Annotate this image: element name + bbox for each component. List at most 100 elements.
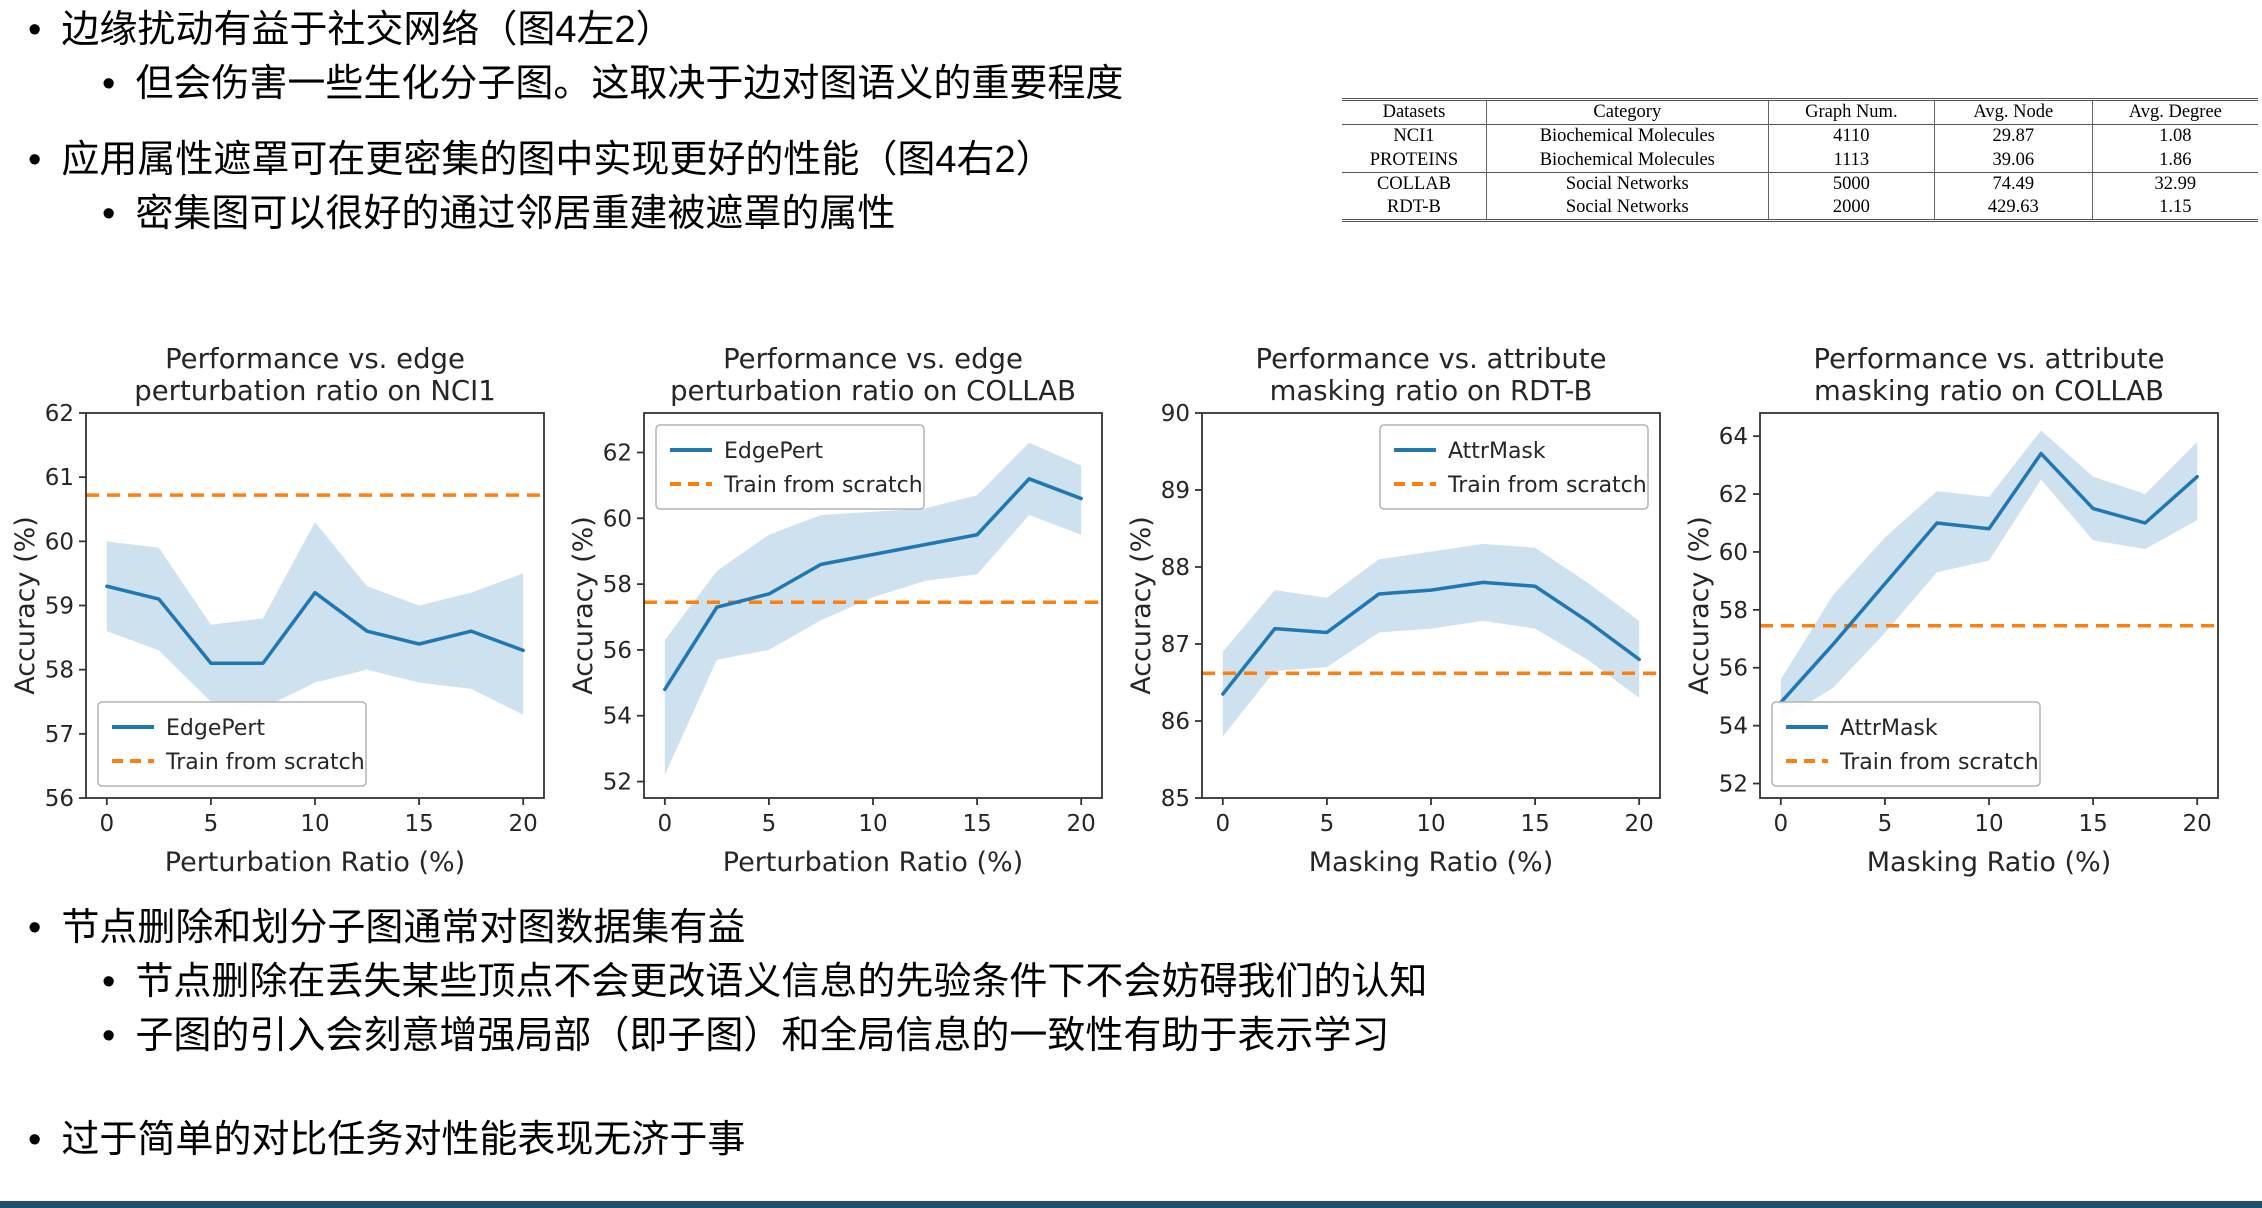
bullet-text: 过于简单的对比任务对性能表现无济于事 <box>61 1119 746 1161</box>
series-line <box>663 477 1083 692</box>
bullet-node-dropping-sub1: • 节点删除在丢失某些顶点不会更改语义信息的先验条件下不会妨碍我们的认知 <box>102 960 1427 1005</box>
svg-text:Masking Ratio (%): Masking Ratio (%) <box>1867 847 2112 878</box>
svg-text:62: 62 <box>45 401 74 427</box>
bullet-text: 应用属性遮罩可在更密集的图中实现更好的性能（图4右2） <box>61 139 1054 181</box>
svg-text:EdgePert: EdgePert <box>166 716 265 741</box>
series-line <box>105 584 525 665</box>
svg-text:Train from scratch: Train from scratch <box>165 750 365 775</box>
bullet-attr-masking-sub: • 密集图可以很好的通过邻居重建被遮罩的属性 <box>102 192 895 237</box>
svg-text:perturbation ratio on COLLAB: perturbation ratio on COLLAB <box>670 375 1076 407</box>
table-cell: 4110 <box>1767 124 1935 149</box>
svg-text:56: 56 <box>603 638 632 664</box>
footer-bar <box>0 1201 2262 1208</box>
table-header-cell: Graph Num. <box>1767 99 1935 125</box>
svg-text:masking ratio on COLLAB: masking ratio on COLLAB <box>1814 375 2164 407</box>
table-cell: NCI1 <box>1393 126 1435 147</box>
svg-text:Perturbation Ratio (%): Perturbation Ratio (%) <box>165 847 465 878</box>
bullet-trivial-contrast: • 过于简单的对比任务对性能表现无济于事 <box>28 1118 745 1163</box>
svg-text:87: 87 <box>1161 632 1190 658</box>
confidence-band <box>106 522 524 715</box>
bullet-text: 子图的引入会刻意增强局部（即子图）和全局信息的一致性有助于表示学习 <box>135 1015 1390 1057</box>
svg-text:Accuracy (%): Accuracy (%) <box>1126 516 1157 695</box>
bullet-marker: • <box>28 139 42 181</box>
svg-text:EdgePert: EdgePert <box>724 439 823 464</box>
svg-text:54: 54 <box>603 704 632 730</box>
svg-text:Accuracy (%): Accuracy (%) <box>10 516 41 695</box>
chart: 52 54 56 58 60 62 64 0 5 10 15 20 Masking Ratio (%) A… <box>1682 338 2232 893</box>
svg-text:0: 0 <box>1215 811 1230 837</box>
bullet-node-dropping: • 节点删除和划分子图通常对图数据集有益 <box>28 906 745 951</box>
svg-text:Performance vs. attribute: Performance vs. attribute <box>1813 343 2164 375</box>
table-cell: Social Networks <box>1485 172 1769 197</box>
svg-text:54: 54 <box>1719 714 1748 740</box>
bullet-text: 密集图可以很好的通过邻居重建被遮罩的属性 <box>135 193 896 235</box>
chart-svg: 52 54 56 58 60 62 0 5 10 15 20 Perturbation Ratio (… <box>568 343 1103 878</box>
table-cell: PROTEINS <box>1369 149 1459 170</box>
legend: AttrMask Train from scratch <box>1379 424 1649 510</box>
svg-text:15: 15 <box>2078 811 2107 837</box>
bullet-edge-perturbation-sub: • 但会伤害一些生化分子图。这取决于边对图语义的重要程度 <box>102 62 1123 107</box>
svg-text:61: 61 <box>45 465 74 491</box>
svg-text:85: 85 <box>1161 786 1190 812</box>
table-cell: 1.15 <box>2091 196 2258 221</box>
svg-text:15: 15 <box>1520 811 1549 837</box>
svg-text:0: 0 <box>99 811 114 837</box>
svg-text:0: 0 <box>1773 811 1788 837</box>
svg-text:62: 62 <box>603 440 632 466</box>
table-cell: Biochemical Molecules <box>1485 148 1769 173</box>
table-cell: 32.99 <box>2091 172 2258 197</box>
table-row: COLLAB Social Networks 5000 74.49 32.99 <box>1342 172 2258 197</box>
table-cell: 29.87 <box>1933 124 2093 149</box>
svg-text:Accuracy (%): Accuracy (%) <box>568 516 599 695</box>
svg-text:0: 0 <box>657 811 672 837</box>
svg-text:AttrMask: AttrMask <box>1448 439 1546 464</box>
bullet-marker: • <box>28 1119 42 1161</box>
svg-text:Performance vs. edge: Performance vs. edge <box>165 343 465 375</box>
bullet-marker: • <box>28 9 42 51</box>
chart: 56 57 58 59 60 61 62 0 5 10 15 20 Perturbation Ratio… <box>8 338 558 893</box>
table-cell: 1113 <box>1767 148 1935 173</box>
table-cell: 2000 <box>1767 196 1935 221</box>
svg-text:Train from scratch: Train from scratch <box>1447 473 1647 498</box>
legend: AttrMask Train from scratch <box>1771 701 2041 787</box>
svg-text:Performance vs. attribute: Performance vs. attribute <box>1255 343 1606 375</box>
svg-text:Train from scratch: Train from scratch <box>1839 750 2039 775</box>
svg-text:Perturbation Ratio (%): Perturbation Ratio (%) <box>723 847 1023 878</box>
table-cell: 1.08 <box>2091 124 2258 149</box>
svg-text:60: 60 <box>603 506 632 532</box>
bullet-attr-masking: • 应用属性遮罩可在更密集的图中实现更好的性能（图4右2） <box>28 138 1054 183</box>
svg-text:20: 20 <box>2183 811 2212 837</box>
svg-text:64: 64 <box>1719 424 1748 450</box>
svg-text:5: 5 <box>762 811 777 837</box>
datasets-table-wrap: Datasets Category Graph Num. Avg. Node Avg. … <box>1342 98 2258 223</box>
svg-text:5: 5 <box>1878 811 1893 837</box>
svg-text:10: 10 <box>1974 811 2003 837</box>
table-cell: 429.63 <box>1933 196 2093 221</box>
svg-text:Train from scratch: Train from scratch <box>723 473 923 498</box>
bullet-node-dropping-sub2: • 子图的引入会刻意增强局部（即子图）和全局信息的一致性有助于表示学习 <box>102 1014 1389 1059</box>
svg-text:20: 20 <box>1067 811 1096 837</box>
svg-text:60: 60 <box>1719 540 1748 566</box>
series-line <box>1779 451 2199 705</box>
svg-text:10: 10 <box>858 811 887 837</box>
svg-text:58: 58 <box>1719 598 1748 624</box>
svg-text:56: 56 <box>1719 656 1748 682</box>
table-cell: 1.86 <box>2091 148 2258 173</box>
svg-text:10: 10 <box>300 811 329 837</box>
bullet-text: 节点删除和划分子图通常对图数据集有益 <box>61 907 746 949</box>
svg-text:62: 62 <box>1719 482 1748 508</box>
confidence-band <box>664 442 1082 775</box>
svg-text:88: 88 <box>1161 555 1190 581</box>
bullet-marker: • <box>102 1015 116 1057</box>
table-cell: COLLAB <box>1376 173 1451 194</box>
svg-text:10: 10 <box>1416 811 1445 837</box>
table-cell: 39.06 <box>1933 148 2093 173</box>
legend: EdgePert Train from scratch <box>655 424 925 510</box>
table-header-cell: Category <box>1485 99 1769 125</box>
bullet-marker: • <box>102 961 116 1003</box>
svg-text:15: 15 <box>962 811 991 837</box>
table-row: RDT-B Social Networks 2000 429.63 1.15 <box>1342 196 2258 221</box>
svg-text:59: 59 <box>45 594 74 620</box>
bullet-text: 但会伤害一些生化分子图。这取决于边对图语义的重要程度 <box>135 63 1124 105</box>
svg-text:56: 56 <box>45 786 74 812</box>
